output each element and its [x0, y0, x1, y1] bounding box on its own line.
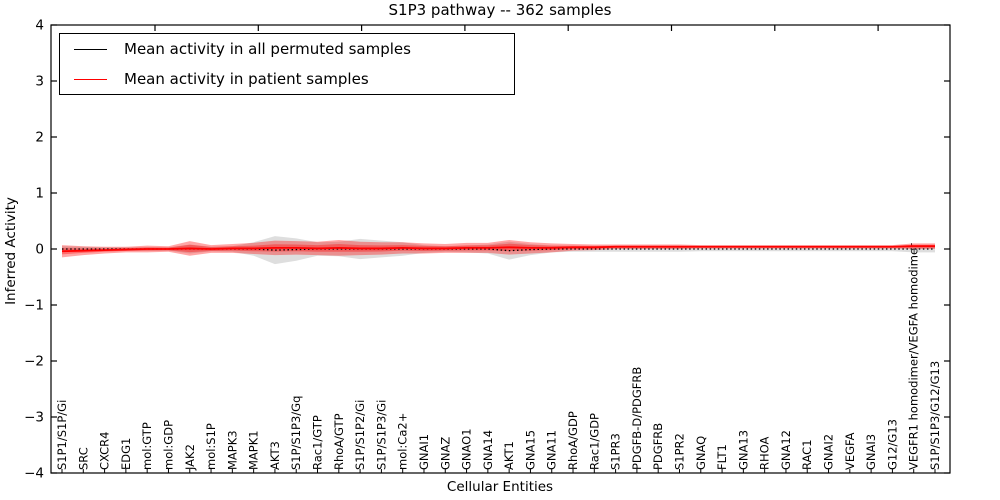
- x-ticks-bottom: [61, 469, 936, 473]
- x-tick-label: Rac1/GTP: [311, 415, 325, 470]
- x-tick-label: GNA14: [481, 430, 495, 470]
- patient-mean-line: [61, 245, 935, 253]
- x-tick-label: mol:Ca2+: [396, 413, 410, 470]
- x-tick-label: FLT1: [715, 444, 729, 470]
- y-tick-label: 0: [35, 242, 44, 258]
- x-tick-label: S1P/S1P3/Gq: [289, 396, 303, 470]
- y-tick-label: −2: [24, 354, 44, 370]
- legend-label: Mean activity in all permuted samples: [124, 40, 411, 58]
- y-tick-label: 4: [35, 18, 44, 34]
- x-tick-label: MAPK1: [247, 430, 261, 470]
- legend-line-sample-red: [74, 78, 107, 80]
- x-tick-label: AKT1: [502, 441, 516, 470]
- x-tick-label: GNAZ: [438, 437, 452, 470]
- y-ticks: 4 3 2 1 0 −1 −2 −3 −4: [24, 18, 950, 482]
- x-tick-label: PDGFRB: [651, 423, 665, 470]
- legend-entry-patient: Mean activity in patient samples: [60, 67, 514, 91]
- legend-label: Mean activity in patient samples: [124, 70, 369, 88]
- y-tick-label: −1: [24, 298, 44, 314]
- legend-entry-permuted: Mean activity in all permuted samples: [60, 37, 514, 61]
- x-tick-label: G12/G13: [885, 419, 899, 470]
- x-tick-label: S1PR2: [672, 433, 686, 470]
- y-tick-label: 1: [35, 186, 44, 202]
- x-tick-label: GNA11: [545, 430, 559, 470]
- x-tick-label: GNAI2: [822, 434, 836, 470]
- x-tick-label: S1P/S1P2/Gi: [353, 400, 367, 470]
- legend: Mean activity in all permuted samples Me…: [59, 33, 515, 95]
- x-tick-label: PDGFB-D/PDGFRB: [630, 367, 644, 470]
- x-tick-label: MAPK3: [225, 430, 239, 470]
- y-tick-label: 3: [35, 74, 44, 90]
- x-tick-label: RAC1: [800, 439, 814, 470]
- x-tick-label: VEGFA: [843, 432, 857, 470]
- x-tick-label: EDG1: [119, 438, 133, 470]
- chart-title: S1P3 pathway -- 362 samples: [388, 1, 612, 19]
- y-axis-label: Inferred Activity: [3, 197, 19, 305]
- x-ticks-top: [154, 25, 879, 31]
- x-tick-label: GNA13: [736, 430, 750, 470]
- x-tick-label: RHOA: [758, 437, 772, 470]
- x-tick-label: mol:GTP: [140, 422, 154, 470]
- x-tick-label: S1P/S1P3/Gi: [374, 400, 388, 470]
- permuted-band: [62, 236, 935, 265]
- y-tick-label: −4: [24, 466, 44, 482]
- legend-line-sample-black: [74, 48, 107, 50]
- x-tick-label: GNAQ: [694, 436, 708, 470]
- x-tick-label: GNAO1: [460, 428, 474, 470]
- x-tick-label: RhoA/GDP: [566, 411, 580, 470]
- x-tick-label: CXCR4: [98, 432, 112, 470]
- x-tick-labels: S1P1/S1P/Gi SRC CXCR4 EDG1 mol:GTP mol:GDP JAK…: [55, 243, 942, 471]
- x-tick-label: Rac1/GDP: [587, 413, 601, 470]
- x-tick-label: VEGFR1 homodimer/VEGFA homodimer: [907, 243, 921, 470]
- x-tick-label: RhoA/GTP: [332, 413, 346, 470]
- x-tick-label: JAK2: [183, 444, 197, 471]
- x-axis-label: Cellular Entities: [446, 479, 554, 495]
- x-tick-label: S1P1/S1P/Gi: [55, 400, 69, 470]
- y-tick-label: −3: [24, 410, 44, 426]
- x-tick-label: mol:GDP: [161, 420, 175, 470]
- x-tick-label: GNAI1: [417, 434, 431, 470]
- x-tick-label: S1PR3: [609, 433, 623, 470]
- x-tick-label: mol:S1P: [204, 423, 218, 470]
- x-tick-label: GNA15: [523, 430, 537, 470]
- x-tick-label: AKT3: [268, 441, 282, 470]
- x-tick-label: S1P/S1P3/G12/G13: [928, 361, 942, 470]
- x-tick-label: GNAI3: [864, 434, 878, 470]
- x-tick-label: GNA12: [779, 430, 793, 470]
- y-tick-label: 2: [35, 130, 44, 146]
- x-tick-label: SRC: [76, 447, 90, 470]
- patient-band-outer: [62, 240, 935, 258]
